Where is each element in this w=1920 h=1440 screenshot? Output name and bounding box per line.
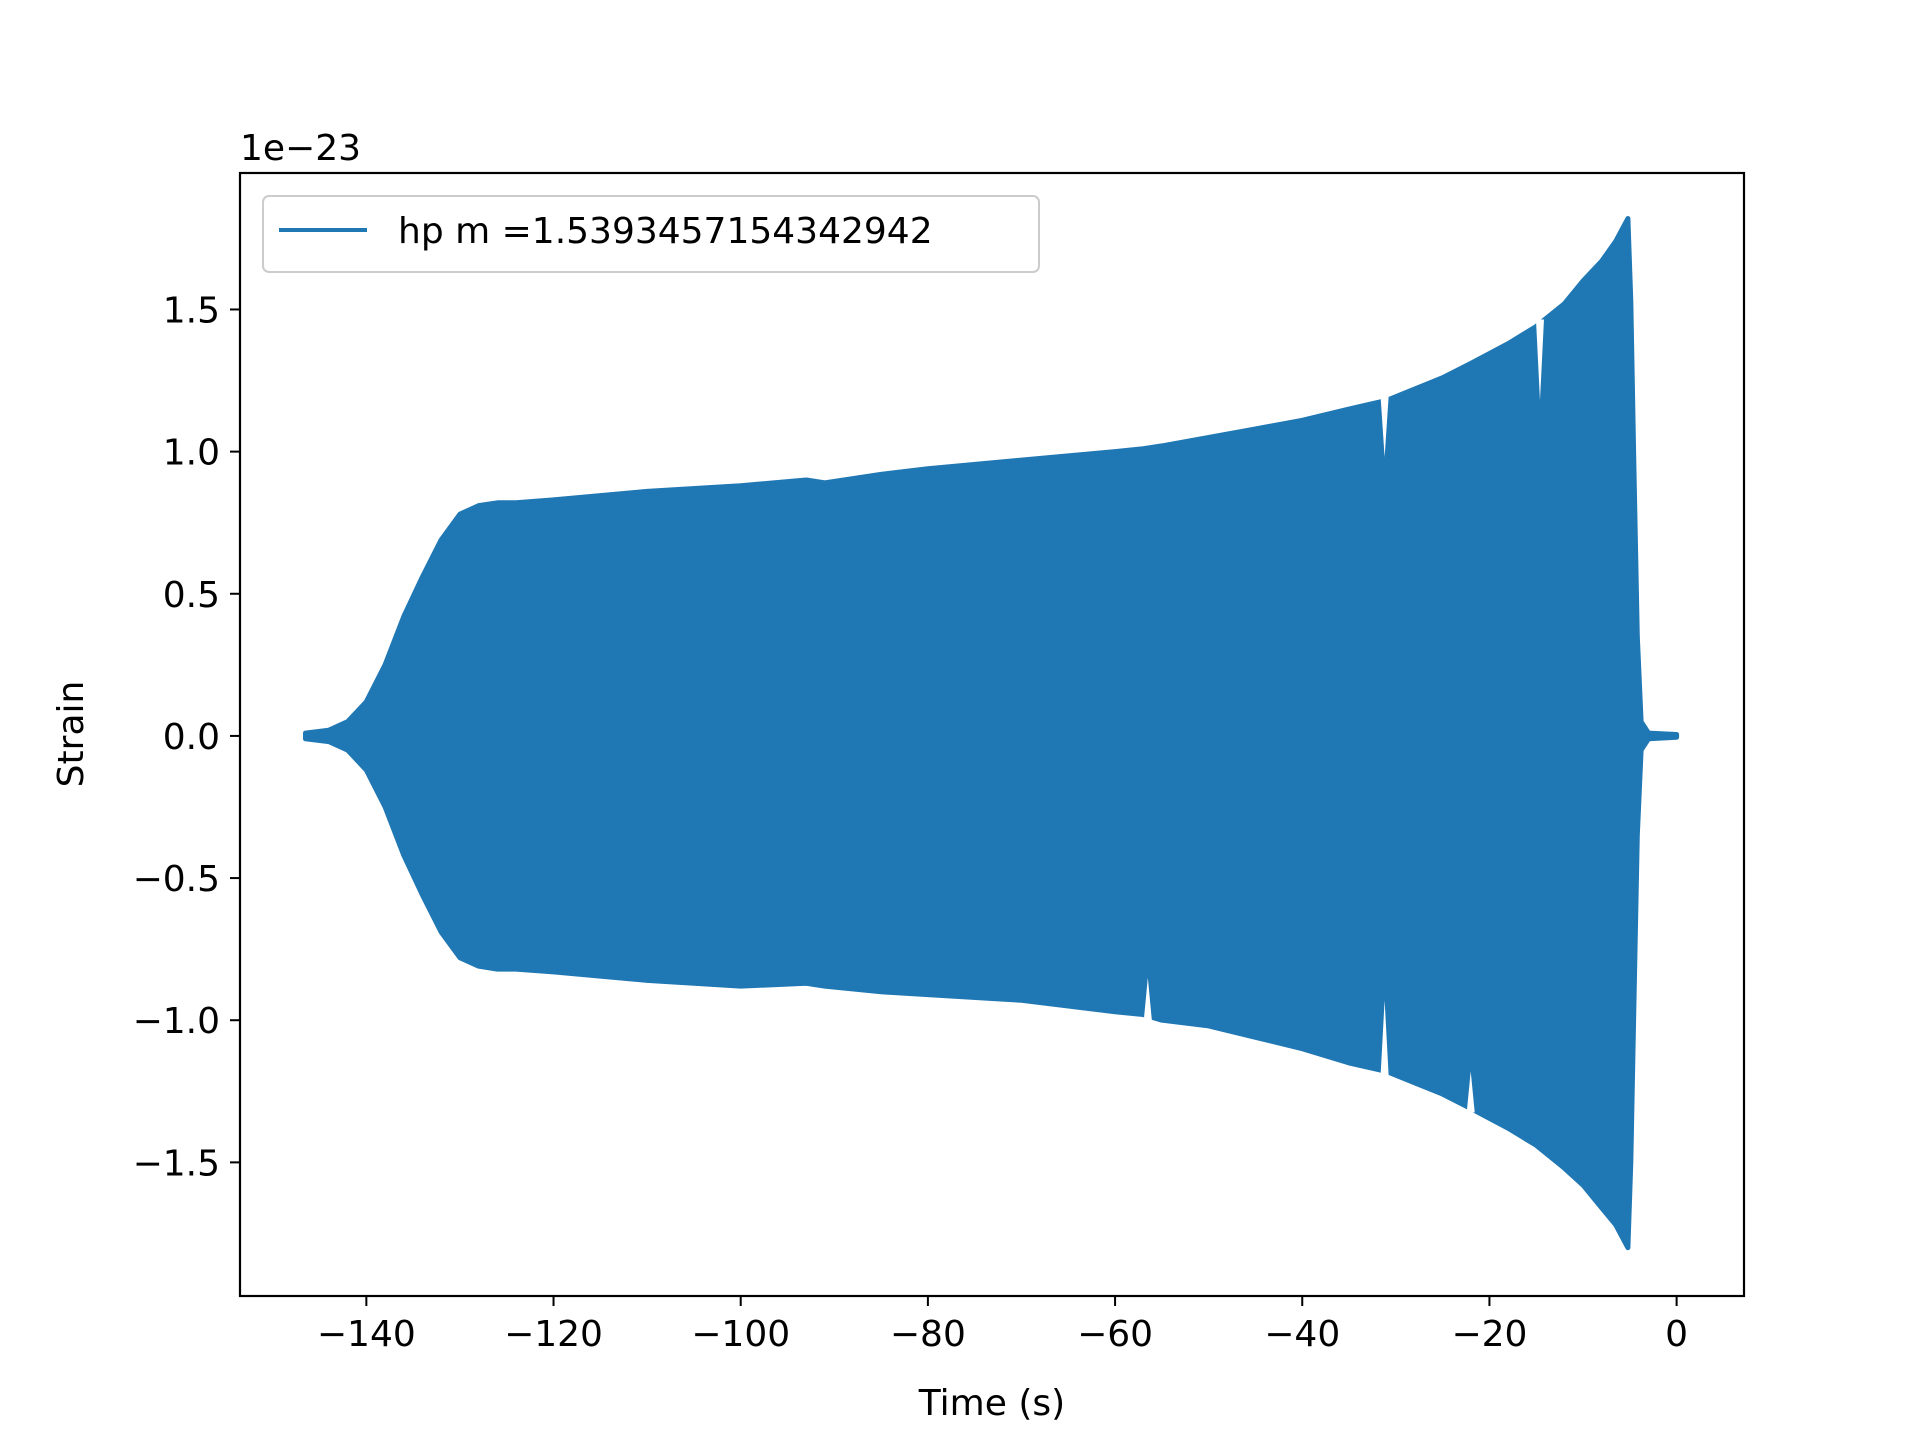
y-tick-label: −0.5 xyxy=(133,859,220,900)
y-tick-label: 0.0 xyxy=(163,717,220,758)
x-tick-label: −140 xyxy=(317,1314,416,1355)
envelope-notch-4 xyxy=(1466,1071,1475,1113)
y-tick-label: 0.5 xyxy=(163,575,220,616)
x-tick-label: −100 xyxy=(691,1314,790,1355)
y-tick-label: 1.5 xyxy=(163,290,220,331)
legend-entry-label: hp m =1.5393457154342942 xyxy=(398,211,933,252)
envelope-notch-0 xyxy=(1143,977,1152,1020)
y-offset-label: 1e−23 xyxy=(240,128,361,169)
y-tick-label: −1.0 xyxy=(133,1001,220,1042)
legend-box xyxy=(262,195,1040,273)
x-tick-label: −80 xyxy=(890,1314,966,1355)
y-axis-ticks: −1.5 −1.0 −0.5 0.0 0.5 1.0 1.5 xyxy=(133,290,240,1184)
envelope-notch-3 xyxy=(1535,319,1544,401)
axes-frame xyxy=(238,171,1746,1298)
x-tick-label: 0 xyxy=(1665,1314,1688,1355)
y-tick-label: −1.5 xyxy=(133,1143,220,1184)
x-tick-label: −20 xyxy=(1451,1314,1527,1355)
envelope-notch-2 xyxy=(1380,1000,1389,1075)
envelope-notch-1 xyxy=(1380,396,1389,458)
legend: hp m =1.5393457154342942 xyxy=(262,195,1040,273)
y-axis-label: Strain xyxy=(51,681,92,788)
x-tick-label: −120 xyxy=(504,1314,603,1355)
series-envelope-area xyxy=(303,216,1680,1251)
x-axis-label: Time (s) xyxy=(918,1383,1065,1424)
x-axis-ticks: −140 −120 −100 −80 −60 −40 −20 0 xyxy=(317,1296,1688,1355)
plot-area xyxy=(303,216,1680,1251)
x-tick-label: −40 xyxy=(1264,1314,1340,1355)
x-tick-label: −60 xyxy=(1077,1314,1153,1355)
y-tick-label: 1.0 xyxy=(163,433,220,474)
